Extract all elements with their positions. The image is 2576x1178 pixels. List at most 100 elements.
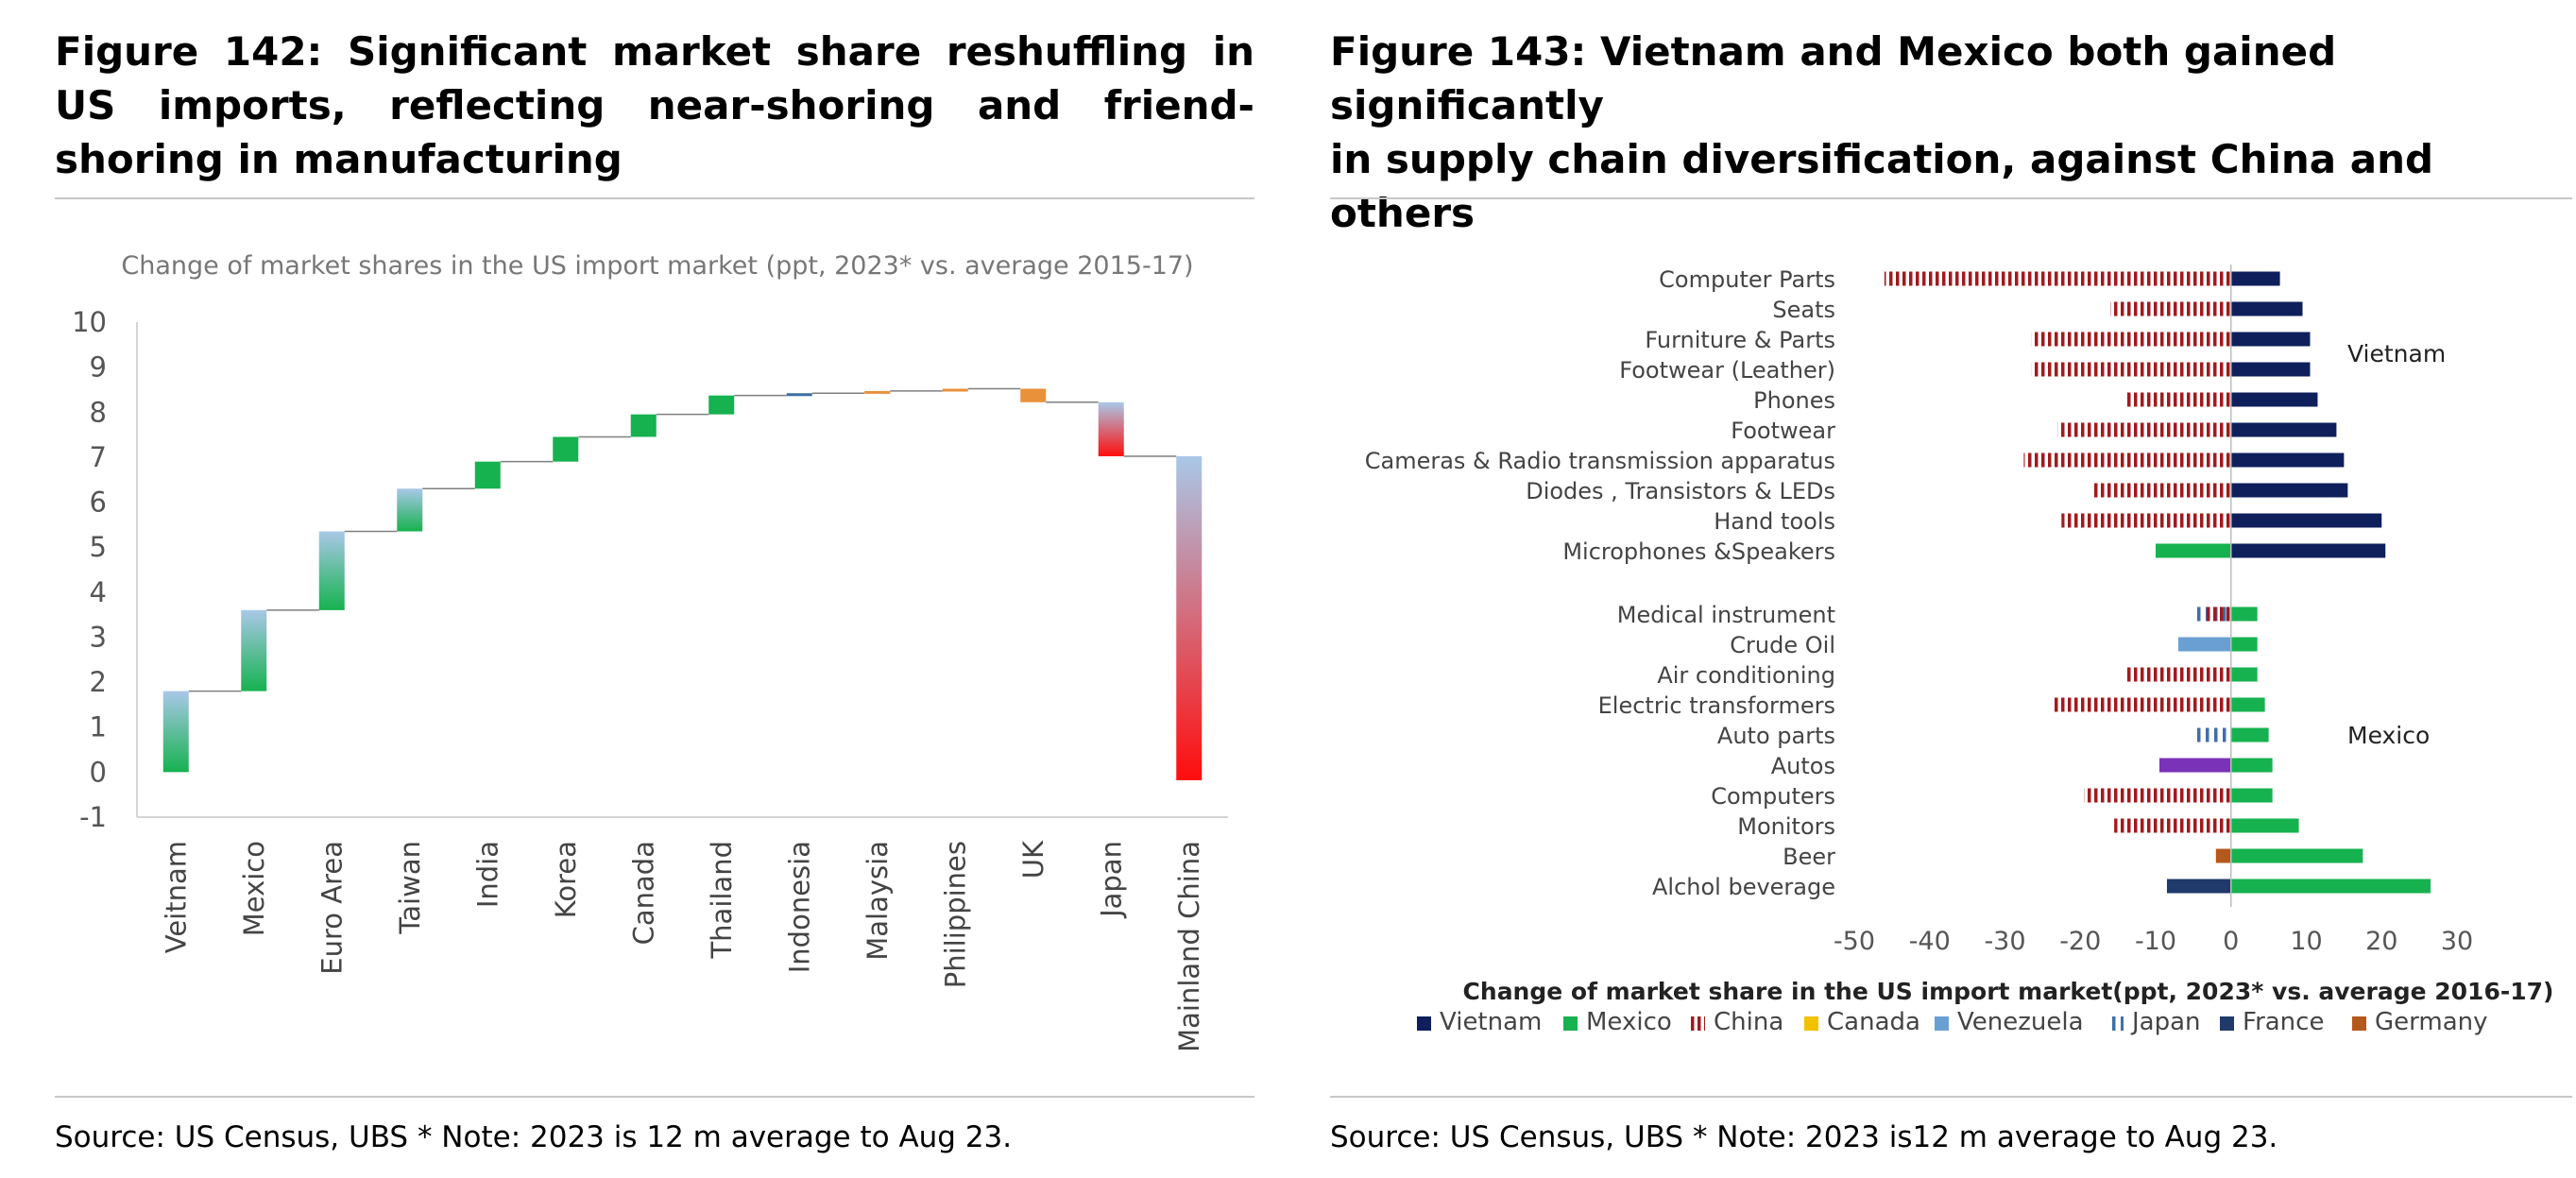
y-tick-label: 1 [90,711,107,743]
waterfall-bar [864,390,891,394]
hbar-vietnam [2230,332,2311,347]
hbar-mexico [2230,697,2265,712]
hbar-china [1884,271,2231,286]
hbar-china [2091,483,2231,498]
hbar-vietnam [2230,422,2337,437]
hbar-germany [2215,848,2231,863]
row-category-label: Electric transformers [1598,692,1835,719]
y-tick-label: 2 [90,666,107,698]
x-category-label: Indonesia [783,841,815,973]
waterfall-bar [162,691,189,773]
legend-label: Germany [2375,1008,2488,1036]
annotation-mexico: Mexico [2347,722,2430,749]
waterfall-bar [318,531,345,610]
waterfall-chart-title: Change of market shares in the US import… [121,251,1193,281]
x-tick-label: -20 [2059,927,2101,956]
waterfall-bar [241,609,267,691]
annotation-vietnam: Vietnam [2347,340,2446,367]
hbar-vietnam [2230,452,2345,468]
x-category-label: Malaysia [862,841,894,961]
row-category-label: Footwear [1731,418,1835,444]
legend-swatch [1935,1016,1949,1031]
y-tick-label: 0 [90,756,107,788]
x-category-label: Taiwan [394,841,426,935]
right-figure-panel: Figure 143: Vietnam and Mexico both gain… [1288,0,2576,1178]
horizontal-bar-chart: Computer Parts Seats Furniture & Parts Foot… [1365,265,2553,1036]
row-category-label: Footwear (Leather) [1619,357,1835,384]
hbar-vietnam [2230,483,2348,498]
legend-label: Canada [1827,1008,1920,1036]
x-category-label: Mainland China [1173,841,1205,1052]
row-category-label: Furniture & Parts [1645,327,1835,353]
x-category-label: Mexico [238,841,270,936]
hbar-autos-other- [2158,758,2231,773]
left-figure-panel: Figure 142: Significant market share res… [0,0,1285,1178]
hbar-mexico [2230,818,2299,833]
x-tick-label: 0 [2223,927,2239,956]
hbar-mexico [2230,788,2273,803]
hbar-japan [2192,727,2231,743]
x-tick-label: 10 [2290,927,2322,956]
hbar-china [2125,392,2231,407]
hbar-china [2125,667,2231,682]
x-tick-label: 30 [2441,927,2473,956]
hbar-china [2114,818,2231,833]
left-source-note: Source: US Census, UBS * Note: 2023 is 1… [55,1120,1013,1154]
legend-label: Venezuela [1957,1008,2084,1036]
hbar-vietnam [2230,543,2386,558]
x-category-label: Philippines [939,841,971,988]
left-top-rule [55,197,1254,199]
hbar-mexico [2230,848,2363,863]
hbar-china [2084,788,2231,803]
y-tick-label: 9 [90,351,107,384]
legend-swatch [2109,1016,2124,1031]
row-category-label: Cameras & Radio transmission apparatus [1365,448,1835,474]
legend-swatch [1563,1016,1578,1031]
row-category-label: Microphones &Speakers [1562,538,1835,565]
figure-143-title-line1: Figure 143: Vietnam and Mexico both gain… [1330,28,2337,128]
hbar-mexico [2156,543,2231,558]
x-category-label: Thailand [706,841,738,960]
row-category-label: Crude Oil [1730,632,1835,658]
x-tick-label: -40 [1909,927,1951,956]
hbar-mexico [2230,879,2431,894]
hbar-china [2057,422,2231,437]
y-tick-label: 8 [90,396,107,428]
legend-label: China [1714,1008,1783,1036]
row-category-label: Medical instrument [1617,602,1835,628]
y-tick-label: 4 [90,576,107,608]
legend-swatch [2352,1016,2366,1031]
row-category-label: Auto parts [1717,723,1835,749]
row-category-label: Monitors [1737,813,1835,840]
x-category-label: Veitnam [160,841,192,953]
x-category-label: UK [1017,840,1049,879]
y-tick-label: -1 [79,801,107,833]
waterfall-bar [1176,455,1203,780]
x-tick-label: -30 [1984,927,2025,956]
right-bottom-rule [1330,1096,2572,1098]
hbar-china [2031,362,2231,377]
hbar-china [2023,452,2231,468]
waterfall-bar [1020,388,1047,402]
y-tick-label: 6 [90,487,107,519]
x-category-label: Euro Area [316,841,348,975]
hbar-vietnam [2230,301,2303,316]
hbar-mexico [2230,758,2273,773]
row-category-label: Beer [1783,844,1835,870]
legend-label: Japan [2130,1008,2201,1036]
right-top-rule [1330,197,2572,199]
waterfall-bar [1098,401,1124,456]
y-tick-label: 3 [90,621,107,653]
row-category-label: Computers [1711,783,1835,810]
row-category-label: Phones [1753,387,1835,414]
legend-swatch [2220,1016,2234,1031]
row-category-label: Air conditioning [1657,662,1835,689]
hbar-vietnam [2230,513,2382,528]
legend-swatch [1804,1016,1818,1031]
waterfall-bar [786,393,812,397]
hbar-vietnam [2230,271,2280,286]
right-source-note: Source: US Census, UBS * Note: 2023 is12… [1330,1120,2278,1154]
row-category-label: Computer Parts [1659,266,1835,293]
waterfall-bar [553,436,579,462]
hbar-china [2031,332,2231,347]
